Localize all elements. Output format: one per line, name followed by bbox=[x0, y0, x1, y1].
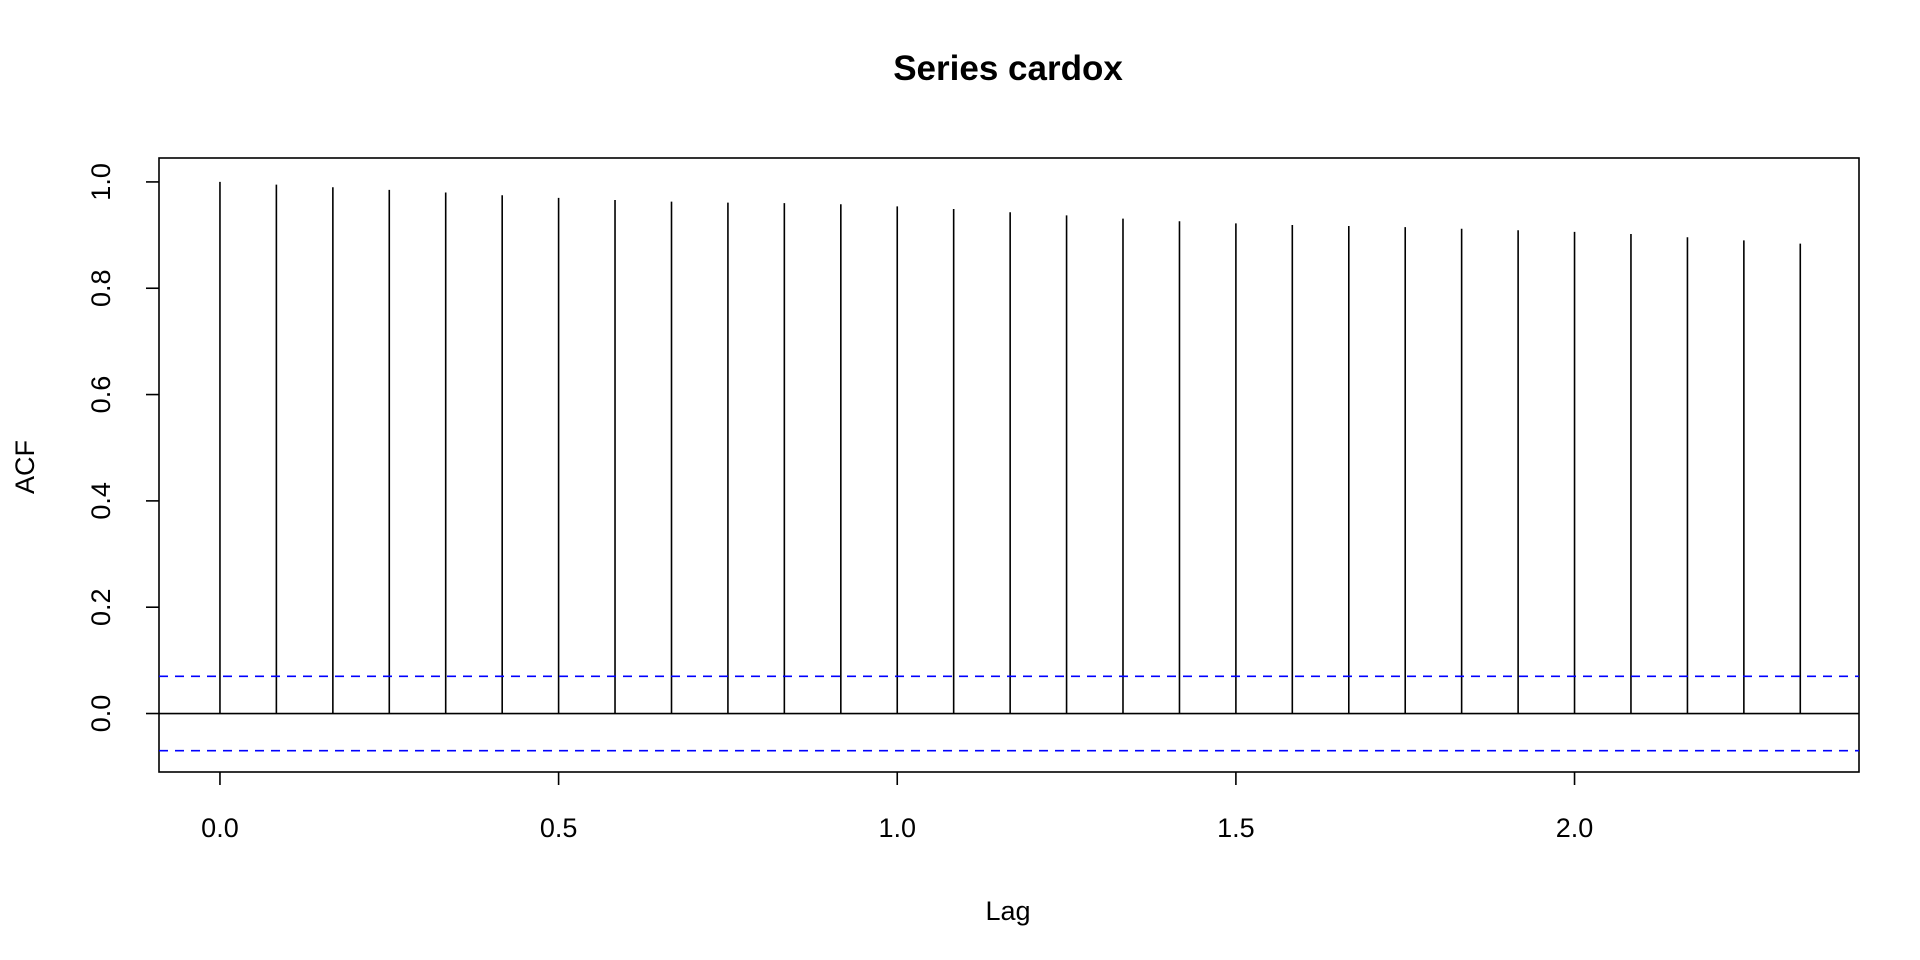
plot-area bbox=[158, 157, 1860, 773]
y-tick-label: 0.6 bbox=[86, 376, 116, 414]
y-axis-label: ACF bbox=[10, 440, 40, 494]
confidence-bounds bbox=[159, 675, 1859, 752]
y-tick-label: 0.8 bbox=[86, 269, 116, 307]
x-tick-label: 0.5 bbox=[540, 813, 578, 843]
y-tick-label: 0.2 bbox=[86, 588, 116, 626]
x-tick-label: 1.5 bbox=[1217, 813, 1255, 843]
x-tick-label: 0.0 bbox=[201, 813, 239, 843]
x-tick-label: 1.0 bbox=[878, 813, 916, 843]
y-tick-label: 1.0 bbox=[86, 163, 116, 201]
y-tick-label: 0.0 bbox=[86, 695, 116, 733]
axes: 0.0 0.5 1.0 1.5 2.0 0.0 0.2 0.4 0.6 0.8 1.0 bbox=[86, 163, 1593, 843]
x-axis-label: Lag bbox=[985, 896, 1030, 926]
chart-title: Series cardox bbox=[893, 49, 1123, 88]
x-tick-label: 2.0 bbox=[1556, 813, 1594, 843]
acf-bars bbox=[219, 181, 1802, 714]
plot-frame bbox=[158, 157, 1860, 773]
y-tick-label: 0.4 bbox=[86, 482, 116, 520]
